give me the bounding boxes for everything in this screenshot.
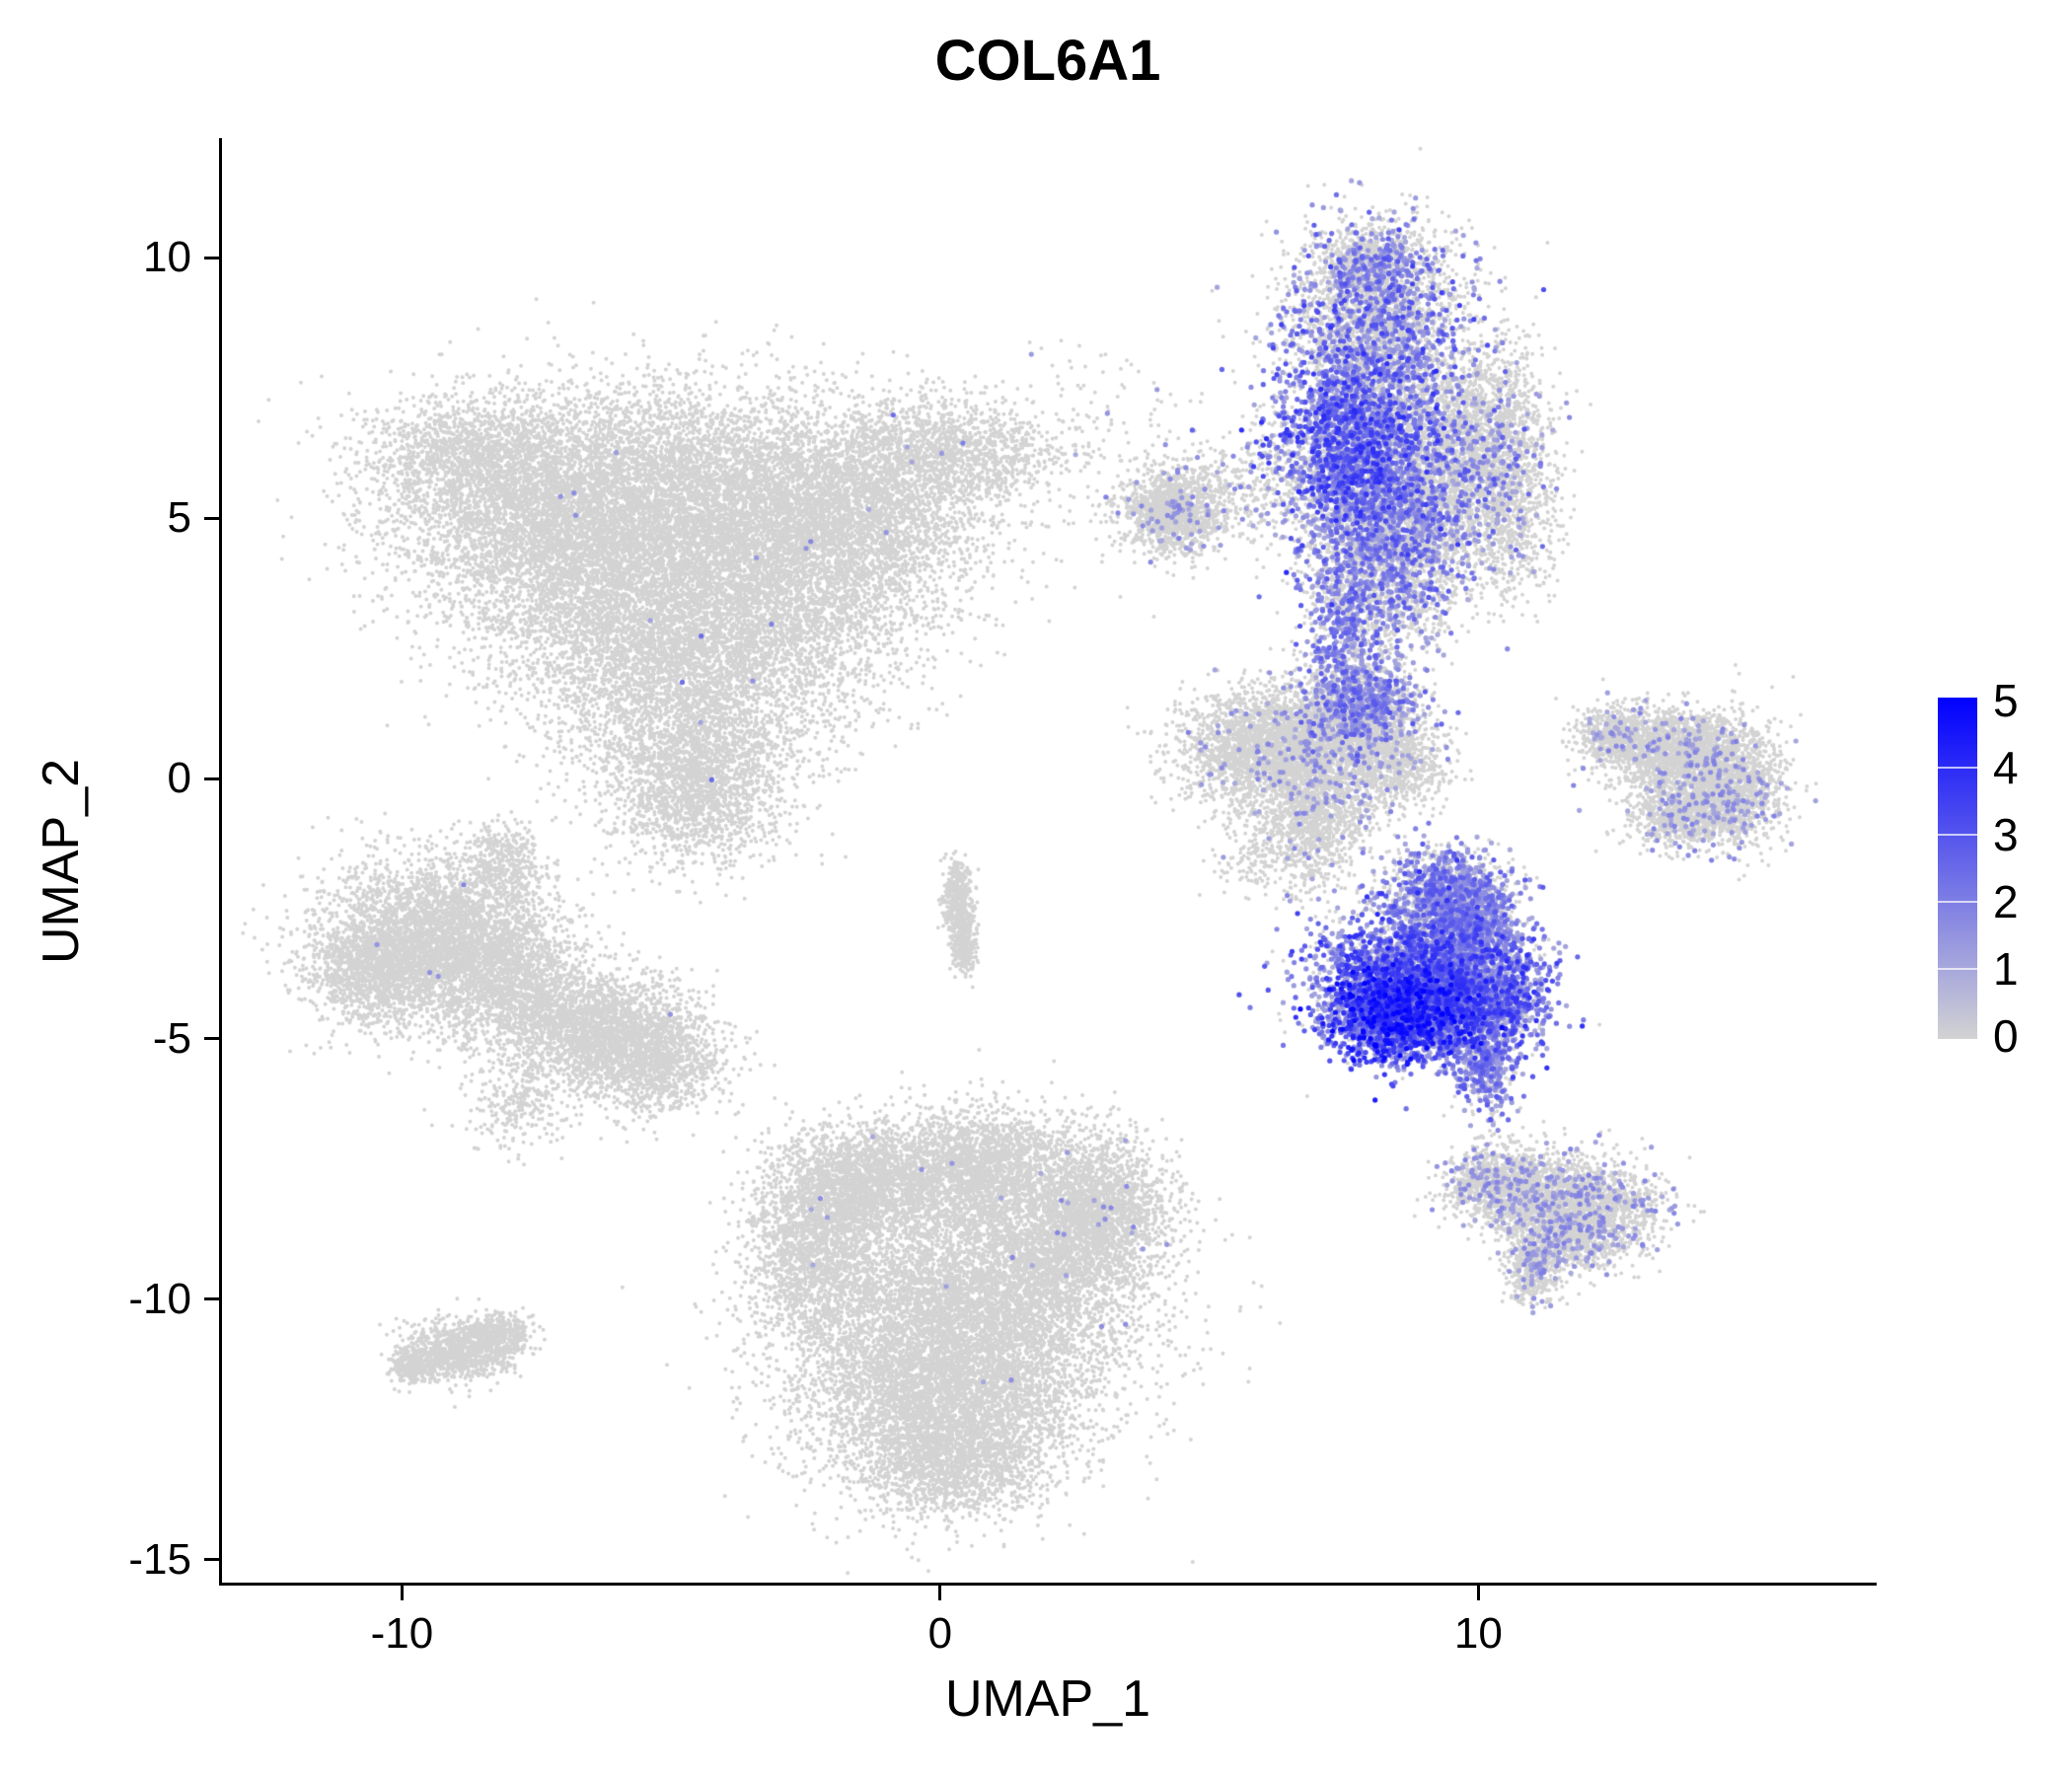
y-tick [204,777,219,780]
x-tick-label: 10 [1453,1609,1503,1658]
y-tick-label: -10 [128,1274,191,1323]
y-tick-label: 10 [143,233,191,282]
x-axis-title: UMAP_1 [944,1670,1151,1728]
y-tick [204,1297,219,1301]
legend-tick-label: 1 [1993,943,2019,995]
y-tick-label: 0 [167,754,191,803]
legend-tick-label: 2 [1993,876,2019,927]
legend-tick-label: 5 [1993,675,2019,726]
x-tick [1476,1586,1480,1600]
y-tick-label: -5 [152,1013,191,1063]
x-tick [400,1586,404,1600]
x-tick-label: -10 [370,1609,434,1658]
y-tick-label: -15 [128,1534,191,1584]
legend-bar-tick [1938,968,1977,970]
legend-tick-label: 0 [1993,1010,2019,1062]
y-tick [204,516,219,520]
x-tick [938,1586,942,1600]
legend-tick-label: 4 [1993,742,2019,793]
scatter-canvas [219,138,1877,1586]
plot-title: COL6A1 [934,29,1161,93]
x-tick-label: 0 [927,1609,953,1658]
y-tick-label: 5 [167,493,191,543]
y-tick [204,1037,219,1041]
y-tick [204,1558,219,1562]
legend-tick-label: 3 [1993,809,2019,860]
legend-bar-tick [1938,834,1977,836]
y-tick [204,256,219,259]
legend-bar-tick [1938,767,1977,769]
legend-bar-tick [1938,901,1977,903]
legend-gradient-bar [1938,698,1977,1039]
